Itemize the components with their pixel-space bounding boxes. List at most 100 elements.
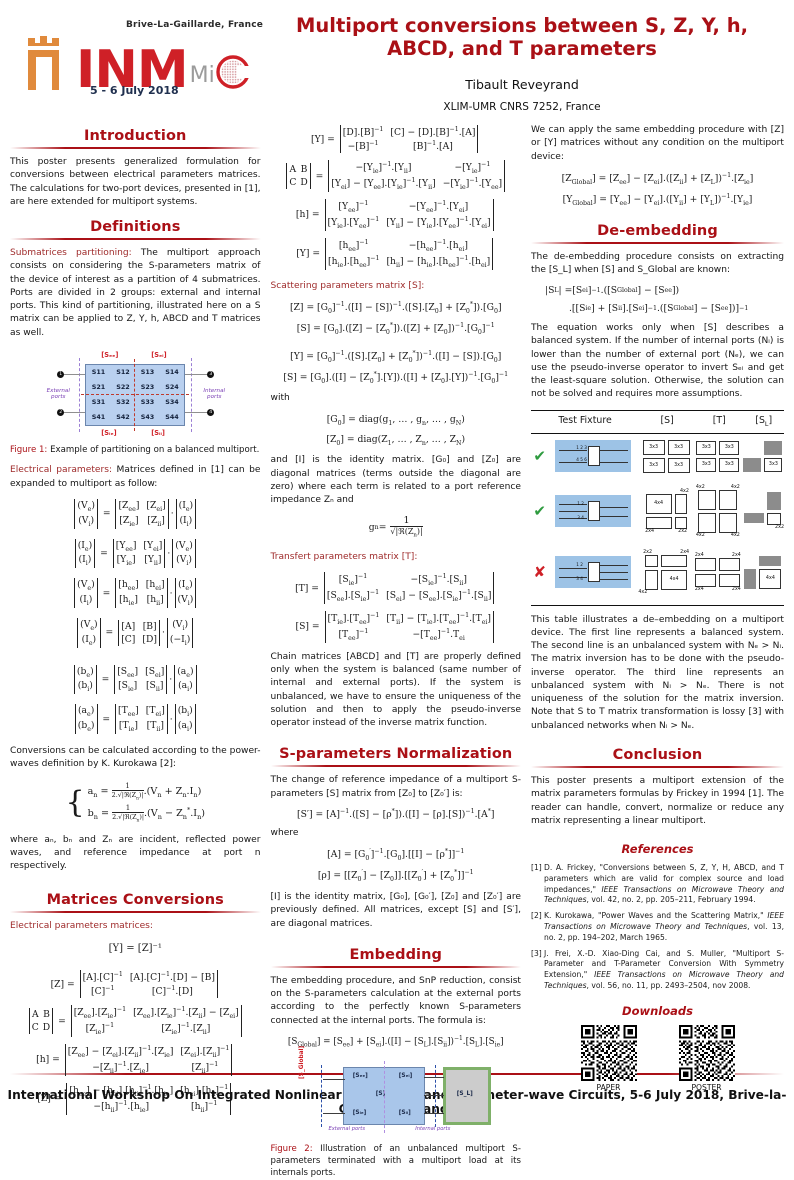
logo-date-text: 5 - 6 July 2018 xyxy=(90,84,179,97)
castle-crown-icon xyxy=(24,30,80,92)
kurokawa-note: where aₙ, bₙ and Zₙ are incident, reflec… xyxy=(10,834,261,872)
matrix-block: 3x3 xyxy=(719,440,740,455)
matrix-block: 3x3 xyxy=(719,457,740,472)
fixture-dut xyxy=(588,501,601,522)
matrix-block-filled xyxy=(767,492,782,511)
matrix-block xyxy=(719,489,738,510)
block-label: 2x2 xyxy=(643,549,653,555)
fixture-dut xyxy=(588,446,601,467)
matrix-block xyxy=(698,512,717,533)
chain-matrices-note: Chain matrices [ABCD] and [T] are proper… xyxy=(270,651,522,729)
section-title-matrices-conversions: Matrices Conversions xyxy=(46,891,224,908)
fig1-port-line xyxy=(185,373,210,375)
matrix-block xyxy=(719,573,741,587)
fixture-wire xyxy=(600,507,629,509)
fig1-cell: S42 xyxy=(116,413,130,422)
matrix-block xyxy=(674,493,687,514)
matrices-conversions-lead: Electrical parameters matrices: xyxy=(10,920,261,933)
fig1-cell: S32 xyxy=(116,398,130,407)
reference-main: K. Kurokawa, "Power Waves and the Scatte… xyxy=(544,911,768,921)
block-label: 4x2 xyxy=(679,488,689,494)
section-title-references: References xyxy=(621,842,694,857)
fig1-port-node: 1 xyxy=(57,370,65,378)
fig2-load-block xyxy=(442,1066,491,1125)
matrix-block: 3x3 xyxy=(642,439,665,455)
block-label: 4x2 xyxy=(695,532,705,538)
reference-number: [2] xyxy=(531,911,542,921)
fig1-cell: S24 xyxy=(165,383,179,392)
block-label: 2x4 xyxy=(645,528,655,534)
t-blocks-cell: 2x4 2x4 2x4 2x4 xyxy=(694,553,742,592)
s-blocks-cell: 3x3 3x3 3x3 3x3 xyxy=(638,439,694,473)
fixture-diagram: 1 2 3 4 xyxy=(555,495,632,528)
logo-location-text: Brive-La-Gaillarde, France xyxy=(126,20,264,30)
left-column: Introduction This poster presents genera… xyxy=(10,118,261,1115)
introduction-body: This poster presents generalized formula… xyxy=(10,157,261,207)
figure-2-caption: Figure 2: Illustration of an unbalanced … xyxy=(271,1143,522,1180)
normalization-body: The change of reference impedance of a m… xyxy=(270,775,522,799)
fig1-port-node: 2 xyxy=(57,408,65,416)
fig1-label-sii: [Sᵢᵢ] xyxy=(151,428,165,437)
fig2-external-ports-label: External ports xyxy=(328,1125,366,1132)
reference-journal: IEEE Transactions on Microwave Theory an… xyxy=(544,970,784,990)
fixture-port-num: 4 5 6 xyxy=(576,457,587,463)
submatrices-body: The multiport approach consists on consi… xyxy=(10,248,261,338)
equation-group-diagonal: [G0] = diag(g1, … , gn, … , gN) [Z0] = d… xyxy=(326,413,466,447)
equation-group-scattering: [Z] = [G0]−1.([I] − [S])−1.([S].[Z0] + [… xyxy=(283,300,509,385)
fixture-wire xyxy=(600,579,629,581)
scattering-lead: Scattering parameters matrix [S]: xyxy=(270,280,425,291)
fixture-wire xyxy=(559,450,588,452)
fig1-internal-ports-label: Internal ports xyxy=(203,387,226,401)
equation-s-global: [SGlobal] = [See] + [Sei].([I] − [SL].[S… xyxy=(287,1034,504,1049)
fixture-port-num: 1 2 xyxy=(576,562,583,568)
downloads-row: PAPER xyxy=(531,1024,784,1092)
fig1-cell: S12 xyxy=(116,368,130,377)
download-paper[interactable]: PAPER xyxy=(580,1024,637,1092)
fig2-wire xyxy=(322,1078,345,1080)
matrix-block xyxy=(645,554,659,567)
fig1-s-matrix-grid: S11 S12 S13 S14 S21 S22 S23 S24 S31 S32 … xyxy=(85,363,186,426)
fig2-internal-ports-label: Internal ports xyxy=(415,1125,451,1132)
fig1-cell: S23 xyxy=(140,383,155,392)
kurokawa-body: Conversions can be calculated according … xyxy=(10,745,261,770)
matrix-block-filled xyxy=(744,513,765,524)
table-header-test-fixture: Test Fixture xyxy=(558,414,612,426)
figure-2-wrapper: [Sₑₑ] [Sₑᵢ] [Sᵢₑ] [Sᵢᵢ] [S] [S_L] [S_Glo… xyxy=(271,1045,522,1137)
matrix-block xyxy=(645,516,672,529)
block-label: 2x2 xyxy=(678,528,688,534)
section-divider xyxy=(270,965,521,968)
matrix-block xyxy=(719,557,741,571)
block-label: 4x2 xyxy=(730,484,740,490)
section-divider xyxy=(531,765,784,768)
fixture-port-num: 3 4 xyxy=(576,576,583,582)
fig1-cell: S31 xyxy=(91,398,106,407)
reference-tail: , vol. 13, no. 2, pp. 194–202, March 196… xyxy=(544,921,784,942)
download-poster[interactable]: POSTER xyxy=(678,1024,735,1092)
matrices-lead-text: Electrical parameters matrices: xyxy=(10,920,153,931)
matrix-block: 4x4 xyxy=(645,493,672,514)
title-block: Multiport conversions between S, Z, Y, h… xyxy=(264,8,780,113)
fig1-cell: S22 xyxy=(116,383,130,392)
qr-code-icon[interactable] xyxy=(580,1024,637,1081)
section-title-normalization: S-parameters Normalization xyxy=(279,746,513,763)
fixture-port-num: 1 2 3 xyxy=(576,445,587,451)
fixture-wire xyxy=(600,572,629,574)
figure-1-caption-text: Example of partitioning on a balanced mu… xyxy=(50,444,260,455)
normalization-closing: [I] is the identity matrix, [G₀], [G₀′],… xyxy=(270,892,522,929)
t-blocks-cell: 3x3 3x3 3x3 3x3 xyxy=(694,440,742,472)
matrix-block xyxy=(695,573,717,587)
fig1-port-line xyxy=(63,373,88,375)
qr-code-icon[interactable] xyxy=(678,1024,735,1081)
fixture-dut xyxy=(588,562,601,583)
references-list: [1] D. A. Frickey, "Conversions between … xyxy=(531,863,784,992)
t-blocks-cell: 4x2 4x2 4x2 4x2 xyxy=(694,485,742,538)
reference-text: K. Kurokawa, "Power Waves and the Scatte… xyxy=(544,911,784,943)
section-divider xyxy=(270,765,521,768)
s-blocks-cell: 2x2 2x4 4x4 4x2 xyxy=(638,550,694,595)
matrix-block xyxy=(698,489,717,510)
fixture-port-num: 3 4 xyxy=(577,515,584,521)
sl-blocks-cell: 4x4 xyxy=(742,555,784,589)
reference-number: [3] xyxy=(531,948,542,958)
deembedding-note: The equation works only when [S] describ… xyxy=(531,323,784,400)
